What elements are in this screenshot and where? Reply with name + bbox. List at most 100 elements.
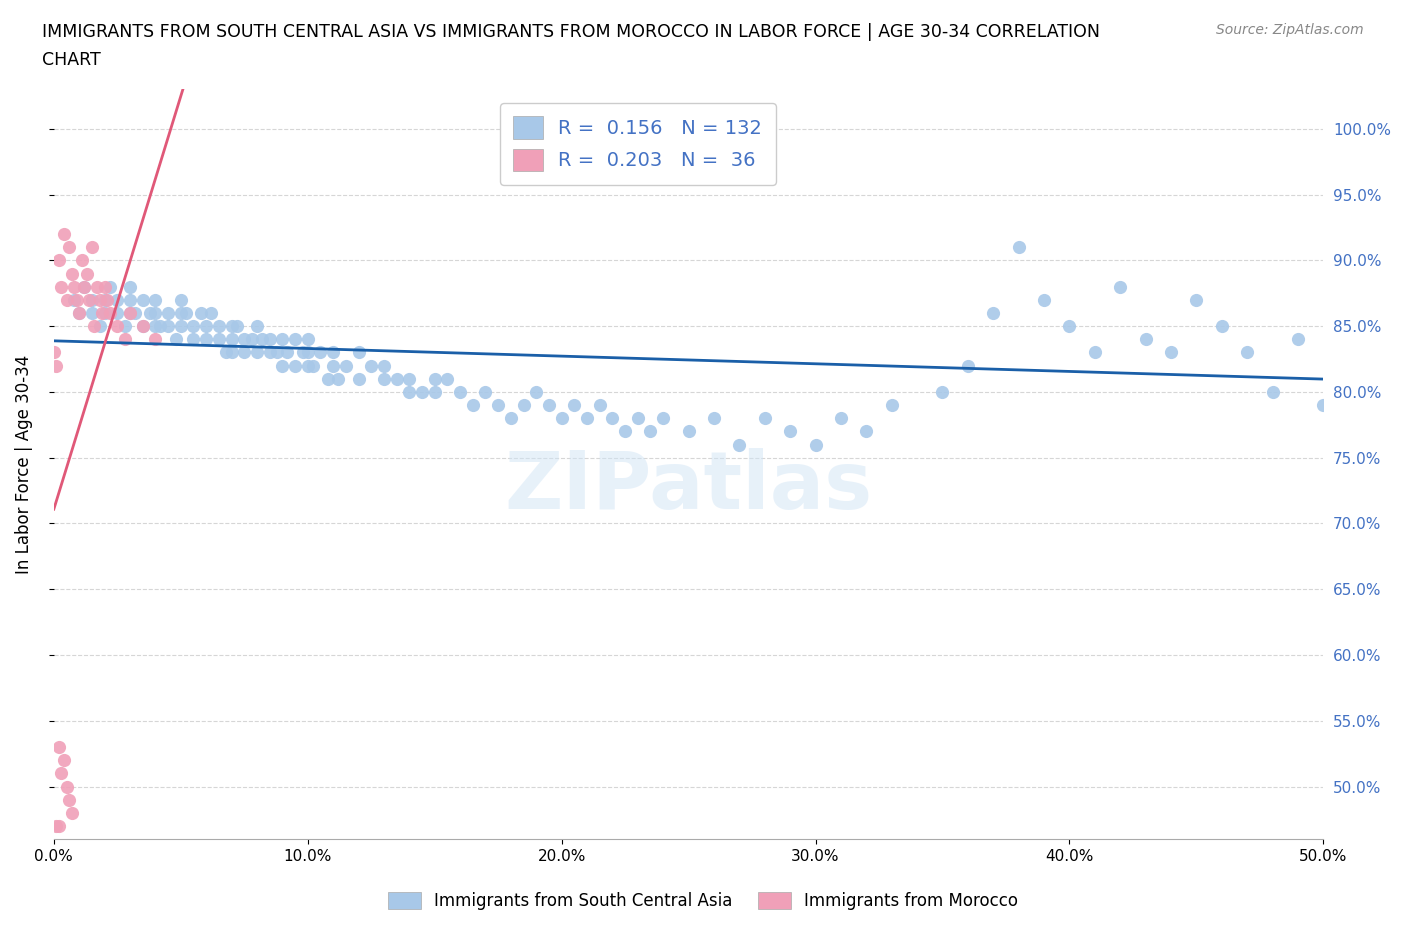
Point [250, 332, 273, 347]
Point [474, 384, 496, 399]
Point [93, 306, 115, 321]
Point [48, 739, 70, 754]
Point [779, 424, 801, 439]
Point [221, 345, 243, 360]
Point [347, 345, 370, 360]
Point [398, 384, 420, 399]
Point [1160, 345, 1182, 360]
Point [385, 371, 408, 386]
Point [80, 292, 103, 307]
Point [55, 779, 77, 794]
Point [145, 319, 167, 334]
Point [131, 319, 153, 334]
Point [880, 398, 903, 413]
Point [1084, 345, 1107, 360]
Point [524, 384, 547, 399]
Point [276, 345, 298, 360]
Point [1059, 319, 1081, 334]
Point [537, 398, 560, 413]
Point [931, 384, 953, 399]
Point [145, 292, 167, 307]
Point [215, 345, 238, 360]
Point [259, 345, 281, 360]
Point [614, 424, 637, 439]
Point [291, 345, 314, 360]
Point [93, 292, 115, 307]
Point [449, 384, 471, 399]
Point [754, 411, 776, 426]
Point [73, 279, 96, 294]
Point [347, 371, 370, 386]
Point [80, 306, 103, 321]
Point [53, 227, 76, 242]
Point [1236, 345, 1258, 360]
Point [60, 266, 83, 281]
Point [411, 384, 433, 399]
Point [678, 424, 700, 439]
Point [149, 319, 172, 334]
Point [436, 371, 458, 386]
Point [1211, 319, 1233, 334]
Point [45, 358, 67, 373]
Point [373, 371, 395, 386]
Point [51, 279, 73, 294]
Point [335, 358, 357, 373]
Point [322, 345, 344, 360]
Point [259, 332, 281, 347]
Point [98, 279, 121, 294]
Point [423, 371, 446, 386]
Point [246, 319, 269, 334]
Point [183, 332, 205, 347]
Point [118, 292, 141, 307]
Point [640, 424, 662, 439]
Text: Source: ZipAtlas.com: Source: ZipAtlas.com [1216, 23, 1364, 37]
Point [67, 306, 90, 321]
Point [195, 332, 218, 347]
Text: ZIPatlas: ZIPatlas [505, 447, 873, 525]
Point [124, 306, 146, 321]
Point [170, 292, 193, 307]
Point [105, 319, 128, 334]
Point [956, 358, 979, 373]
Point [855, 424, 877, 439]
Point [728, 437, 751, 452]
Point [91, 306, 114, 321]
Text: CHART: CHART [42, 51, 101, 69]
Point [45, 818, 67, 833]
Point [55, 292, 77, 307]
Point [98, 306, 121, 321]
Point [79, 292, 101, 307]
Point [48, 253, 70, 268]
Point [1135, 332, 1157, 347]
Point [499, 411, 522, 426]
Point [80, 240, 103, 255]
Point [398, 371, 420, 386]
Point [246, 345, 269, 360]
Point [131, 319, 153, 334]
Point [1362, 503, 1385, 518]
Point [1185, 292, 1208, 307]
Point [328, 371, 350, 386]
Point [200, 306, 222, 321]
Point [1388, 384, 1406, 399]
Point [51, 766, 73, 781]
Y-axis label: In Labor Force | Age 30-34: In Labor Force | Age 30-34 [15, 354, 32, 574]
Point [114, 319, 136, 334]
Point [461, 398, 484, 413]
Point [1033, 292, 1056, 307]
Point [602, 411, 624, 426]
Point [316, 371, 339, 386]
Point [297, 332, 319, 347]
Point [89, 319, 111, 334]
Point [830, 411, 852, 426]
Point [1286, 332, 1309, 347]
Point [360, 358, 382, 373]
Point [373, 358, 395, 373]
Point [981, 306, 1004, 321]
Point [83, 319, 105, 334]
Point [105, 292, 128, 307]
Point [208, 332, 231, 347]
Point [60, 805, 83, 820]
Point [76, 266, 98, 281]
Point [131, 292, 153, 307]
